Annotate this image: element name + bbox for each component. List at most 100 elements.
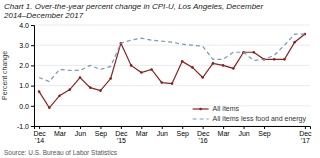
title-line: 2014–December 2017 (3, 11, 84, 20)
tick-label: 3.0 (19, 42, 29, 49)
tick-label: Sep (258, 130, 271, 138)
tick-label: Mar (54, 130, 67, 137)
tick-label: 0.0 (19, 103, 29, 110)
tick-label-line: '14 (35, 137, 44, 144)
title-line: Chart 1. Over-the-year percent change in… (4, 2, 264, 11)
x-axis: Dec'14MarJunSepDec'15MarJunSepDec'16MarJ… (33, 126, 312, 144)
legend-marker (199, 108, 202, 111)
tick-label-line: Mar (136, 130, 149, 137)
tick-mark (31, 25, 34, 26)
tick-label-line: Mar (218, 130, 231, 137)
tick-label-line: Dec (33, 130, 46, 137)
marker (150, 68, 153, 71)
marker (171, 82, 174, 85)
tick-mark (305, 126, 306, 129)
tick-label: 2.0 (19, 62, 29, 69)
legend-label: All items (213, 105, 240, 112)
axis-domain (31, 26, 35, 127)
tick-label-line: Dec (115, 130, 128, 137)
x-tick: Jun (157, 126, 168, 137)
series (39, 34, 305, 81)
tick-label-line: Jun (157, 130, 168, 137)
title: Chart 1. Over-the-year percent change in… (3, 2, 264, 20)
x-tick: Mar (218, 126, 231, 137)
tick-label: Jun (238, 130, 249, 137)
y-tick: 4.0 (19, 22, 34, 29)
tick-label-line: '15 (117, 137, 126, 144)
annotation: Source: U.S. Bureau of Labor Statistics (4, 149, 118, 156)
marker (273, 58, 276, 61)
marker (89, 86, 92, 89)
grid-line (34, 85, 310, 86)
tick-label-line: Dec (197, 130, 210, 137)
x-tick: Dec'16 (197, 126, 210, 144)
y-tick: 0.0 (19, 103, 34, 110)
x-tick: Sep (258, 126, 271, 138)
tick-mark (100, 126, 101, 129)
tick-mark (31, 106, 34, 107)
x-tick: Dec'17 (299, 126, 312, 144)
y-tick: 3.0 (19, 42, 34, 49)
marker (232, 67, 235, 70)
series-group (38, 33, 306, 109)
marker (58, 94, 61, 97)
tick-label: Dec'14 (33, 130, 46, 144)
tick-mark (203, 126, 204, 129)
tick-label-line: Sep (95, 130, 108, 138)
line (39, 34, 305, 108)
x-tick: Dec'14 (33, 126, 46, 144)
marker (222, 64, 225, 67)
line (39, 34, 305, 81)
tick-mark (31, 45, 34, 46)
x-tick: Jun (75, 126, 86, 137)
marker (140, 71, 143, 74)
x-tick: Mar (136, 126, 149, 137)
marker (252, 51, 255, 54)
tick-label: Dec'17 (299, 130, 312, 144)
legend-swatch (193, 118, 209, 119)
marker (201, 76, 204, 79)
tick-mark (80, 126, 81, 129)
marker (79, 76, 82, 79)
tick-mark (60, 126, 61, 129)
grid-line (34, 45, 310, 46)
grid-line (34, 25, 310, 26)
x-tick: Sep (95, 126, 108, 138)
tick-label-line: '17 (301, 137, 310, 144)
tick-mark (141, 126, 142, 129)
tick-label: Mar (218, 130, 231, 137)
tick-mark (31, 65, 34, 66)
tick-label: Mar (136, 130, 149, 137)
tick-mark (223, 126, 224, 129)
tick-label-line: '16 (199, 137, 208, 144)
tick-label: Jun (75, 130, 86, 137)
y-tick: -1.0 (17, 123, 34, 130)
tick-mark (31, 86, 34, 87)
tick-mark (244, 126, 245, 129)
tick-label-line: Jun (238, 130, 249, 137)
marker (68, 88, 71, 91)
y-tick: 2.0 (19, 62, 34, 69)
marker (48, 107, 51, 110)
tick-label-line: Sep (176, 130, 189, 138)
legend-label: All items less food and energy (213, 115, 307, 123)
tick-label-line: Jun (75, 130, 86, 137)
marker (191, 66, 194, 69)
marker (181, 60, 184, 63)
tick-mark (31, 126, 34, 127)
x-tick: Dec'15 (115, 126, 128, 144)
tick-mark (121, 126, 122, 129)
x-tick: Mar (54, 126, 67, 137)
tick-mark (39, 126, 40, 129)
tick-label: Sep (176, 130, 189, 138)
grid-line (34, 65, 310, 66)
legend: All items All items less food and energy (193, 105, 307, 123)
tick-label-line: Sep (258, 130, 271, 138)
tick-label-line: Mar (54, 130, 67, 137)
tick-mark (264, 126, 265, 129)
marker (293, 41, 296, 44)
marker (109, 77, 112, 80)
tick-label: Dec'15 (115, 130, 128, 144)
tick-label: -1.0 (17, 123, 29, 130)
tick-label: Dec'16 (197, 130, 210, 144)
